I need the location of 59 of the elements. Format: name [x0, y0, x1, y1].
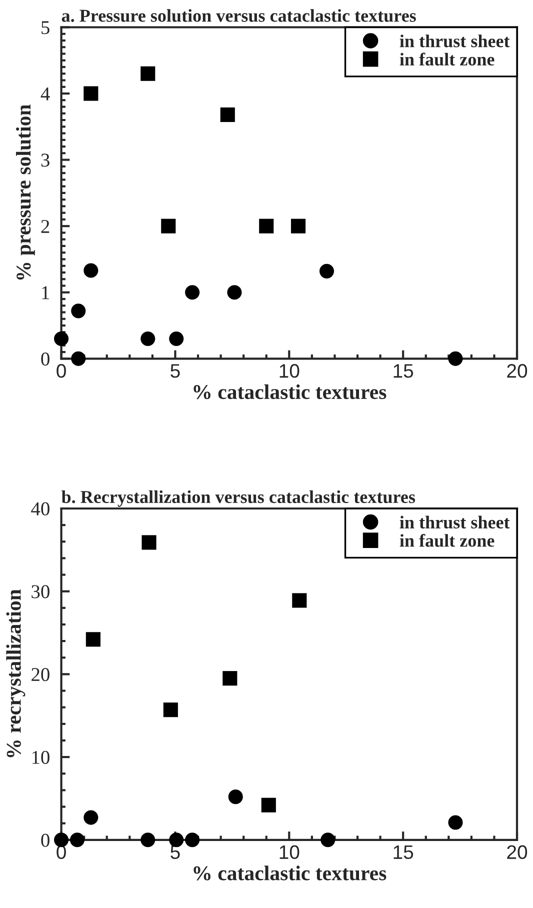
point: [292, 593, 307, 608]
point: [84, 263, 98, 278]
point: [319, 264, 334, 278]
point: [86, 632, 100, 647]
y-axis-title: % pressure solution: [16, 104, 35, 280]
legend-label: in thrust sheet: [400, 34, 510, 48]
y-tick-label: 2: [41, 220, 50, 233]
y-tick-label: 10: [32, 750, 50, 764]
y-tick-label: 30: [32, 585, 50, 598]
legend-label: in fault zone: [400, 534, 494, 547]
point: [54, 331, 69, 346]
y-axis-title: % recrystallization: [6, 589, 26, 758]
point: [220, 107, 235, 122]
x-axis-title: % cataclastic textures: [194, 866, 386, 880]
point: [222, 671, 238, 686]
point: [70, 832, 85, 848]
x-tick-label: 10: [280, 364, 300, 378]
legend-label: in fault zone: [400, 52, 494, 66]
legend-label: in thrust sheet: [400, 516, 510, 529]
point: [227, 285, 242, 300]
point: [169, 832, 184, 848]
point: [320, 832, 336, 848]
point: [140, 331, 156, 346]
y-tick-label: 5: [42, 21, 50, 34]
x-tick-label: 20: [507, 845, 528, 860]
point: [185, 832, 200, 848]
point: [290, 218, 306, 234]
point: [84, 86, 98, 101]
x-tick-label: 20: [507, 364, 528, 378]
y-tick-label: 40: [31, 502, 50, 516]
y-tick-label: 0: [41, 834, 50, 847]
point: [185, 285, 200, 300]
y-tick-label: 20: [32, 668, 50, 682]
point: [140, 832, 156, 848]
chart-title: a. Pressure solution versus cataclastic textures: [62, 9, 416, 22]
x-tick-label: 0: [56, 364, 66, 378]
point: [71, 304, 86, 318]
point: [161, 218, 176, 234]
point: [448, 351, 463, 366]
point: [142, 535, 156, 550]
y-tick-label: 3: [41, 154, 50, 167]
point: [71, 351, 86, 366]
y-tick-label: 0: [41, 352, 50, 366]
point: [163, 702, 178, 718]
x-axis-title: % cataclastic textures: [194, 384, 386, 400]
point: [259, 218, 274, 234]
point: [169, 331, 184, 346]
y-tick-label: 4: [40, 87, 50, 100]
x-tick-label: 15: [394, 845, 414, 860]
x-tick-label: 15: [394, 364, 414, 378]
x-tick-label: 10: [280, 845, 300, 860]
point: [228, 790, 243, 804]
y-tick-label: 1: [42, 286, 50, 300]
point: [140, 66, 156, 81]
point: [84, 810, 98, 825]
point: [261, 798, 276, 812]
point: [448, 815, 463, 830]
chart-title: b. Recrystallization versus cataclastic textures: [62, 490, 416, 507]
x-tick-label: 5: [170, 364, 180, 378]
